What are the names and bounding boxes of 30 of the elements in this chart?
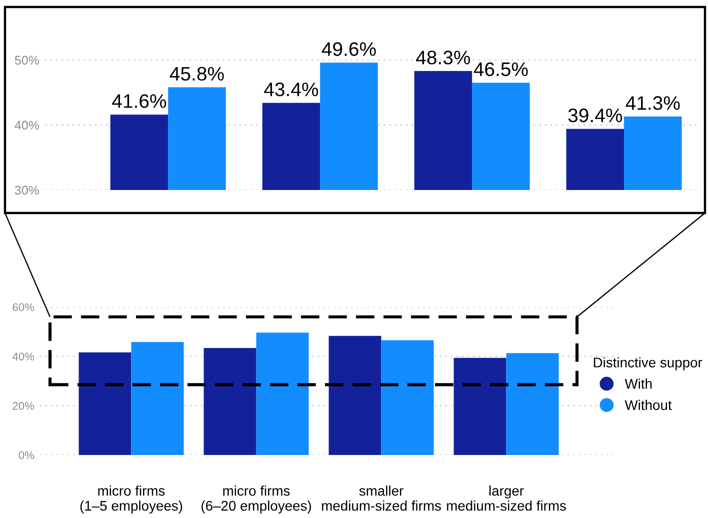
data-label: 41.3% xyxy=(626,96,680,110)
y-tick-label: 50% xyxy=(14,56,39,65)
legend-label: With xyxy=(624,378,652,389)
x-tick-label: micro firms (1–5 employees) xyxy=(80,486,182,514)
bar xyxy=(506,353,559,455)
bar xyxy=(381,340,434,455)
bar xyxy=(131,342,184,455)
y-tick-label: 60% xyxy=(12,303,34,312)
y-tick-label: 40% xyxy=(14,120,39,130)
y-tick-label: 40% xyxy=(12,352,34,360)
x-tick-label: smaller medium-sized firms xyxy=(322,486,441,511)
y-tick-label: 0% xyxy=(18,451,34,460)
bar xyxy=(204,348,256,455)
data-label: 45.8% xyxy=(170,66,224,81)
bar xyxy=(256,332,309,455)
legend-title: Distinctive suppor xyxy=(594,357,702,370)
legend-label: Without xyxy=(624,400,672,410)
y-tick-label: 20% xyxy=(12,402,34,410)
data-label: 49.6% xyxy=(322,42,376,56)
data-label: 39.4% xyxy=(568,108,622,122)
bar xyxy=(454,358,506,455)
x-tick-label: micro firms (6–20 employees) xyxy=(202,486,311,514)
data-label: 43.4% xyxy=(264,82,318,96)
bar xyxy=(328,336,382,455)
data-label: 48.3% xyxy=(416,50,470,64)
data-label: 46.5% xyxy=(474,62,528,76)
x-tick-label: larger medium-sized firms xyxy=(446,486,566,511)
y-tick-label: 30% xyxy=(14,186,39,195)
data-label: 41.6% xyxy=(112,94,166,108)
bar xyxy=(78,352,132,455)
